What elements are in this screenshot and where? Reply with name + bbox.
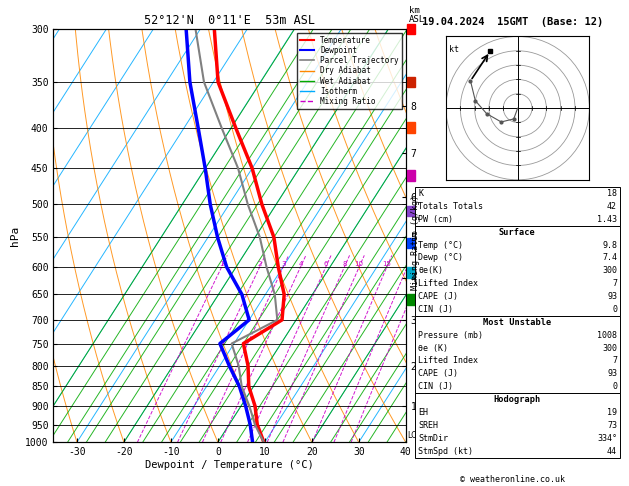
Text: EH: EH — [418, 408, 428, 417]
Bar — [408, 295, 415, 305]
Bar — [408, 24, 415, 34]
Text: km
ASL: km ASL — [409, 6, 425, 24]
Text: 19.04.2024  15GMT  (Base: 12): 19.04.2024 15GMT (Base: 12) — [422, 17, 603, 27]
Text: θe (K): θe (K) — [418, 344, 448, 353]
Text: Hodograph: Hodograph — [494, 395, 541, 404]
Text: 15: 15 — [382, 261, 391, 267]
Text: kt: kt — [449, 45, 459, 54]
Text: Totals Totals: Totals Totals — [418, 202, 483, 211]
Text: Pressure (mb): Pressure (mb) — [418, 330, 483, 340]
Text: 4: 4 — [298, 261, 303, 267]
Text: 300: 300 — [602, 344, 617, 353]
Bar — [408, 206, 415, 216]
Text: CAPE (J): CAPE (J) — [418, 292, 459, 301]
Text: 334°: 334° — [597, 434, 617, 443]
Text: 10: 10 — [355, 261, 364, 267]
Bar — [408, 267, 415, 278]
Text: Lifted Index: Lifted Index — [418, 279, 478, 288]
Text: CIN (J): CIN (J) — [418, 305, 454, 314]
Title: 52°12'N  0°11'E  53m ASL: 52°12'N 0°11'E 53m ASL — [144, 14, 315, 27]
Text: © weatheronline.co.uk: © weatheronline.co.uk — [460, 474, 565, 484]
Text: Dewp (°C): Dewp (°C) — [418, 253, 464, 262]
Text: PW (cm): PW (cm) — [418, 215, 454, 224]
Text: Temp (°C): Temp (°C) — [418, 241, 464, 250]
Text: 93: 93 — [607, 369, 617, 379]
Text: 3: 3 — [281, 261, 286, 267]
Text: CIN (J): CIN (J) — [418, 382, 454, 391]
Text: 7: 7 — [612, 356, 617, 365]
Legend: Temperature, Dewpoint, Parcel Trajectory, Dry Adiabat, Wet Adiabat, Isotherm, Mi: Temperature, Dewpoint, Parcel Trajectory… — [298, 33, 402, 109]
Text: 19: 19 — [607, 408, 617, 417]
Text: 1.43: 1.43 — [597, 215, 617, 224]
Text: 2: 2 — [257, 261, 262, 267]
Text: 9.8: 9.8 — [602, 241, 617, 250]
Text: Most Unstable: Most Unstable — [483, 318, 552, 327]
Text: 7: 7 — [612, 279, 617, 288]
Text: 42: 42 — [607, 202, 617, 211]
X-axis label: Dewpoint / Temperature (°C): Dewpoint / Temperature (°C) — [145, 460, 314, 470]
Bar — [408, 171, 415, 181]
Text: 6: 6 — [323, 261, 328, 267]
Text: LCL: LCL — [407, 431, 421, 440]
Text: 18: 18 — [607, 189, 617, 198]
Bar — [408, 122, 415, 133]
Text: StmSpd (kt): StmSpd (kt) — [418, 447, 473, 456]
Text: 1008: 1008 — [597, 330, 617, 340]
Y-axis label: hPa: hPa — [9, 226, 19, 246]
Text: 8: 8 — [342, 261, 347, 267]
Bar — [408, 238, 415, 248]
Text: 93: 93 — [607, 292, 617, 301]
Text: Surface: Surface — [499, 227, 536, 237]
Bar — [408, 77, 415, 87]
Text: θe(K): θe(K) — [418, 266, 443, 276]
Text: 7.4: 7.4 — [602, 253, 617, 262]
Text: 44: 44 — [607, 447, 617, 456]
Text: Lifted Index: Lifted Index — [418, 356, 478, 365]
Text: 1: 1 — [220, 261, 224, 267]
Text: 73: 73 — [607, 421, 617, 430]
Text: Mixing Ratio (g/kg): Mixing Ratio (g/kg) — [411, 195, 420, 291]
Text: 0: 0 — [612, 305, 617, 314]
Text: CAPE (J): CAPE (J) — [418, 369, 459, 379]
Text: 300: 300 — [602, 266, 617, 276]
Text: SREH: SREH — [418, 421, 438, 430]
Text: StmDir: StmDir — [418, 434, 448, 443]
Text: K: K — [418, 189, 423, 198]
Text: 0: 0 — [612, 382, 617, 391]
